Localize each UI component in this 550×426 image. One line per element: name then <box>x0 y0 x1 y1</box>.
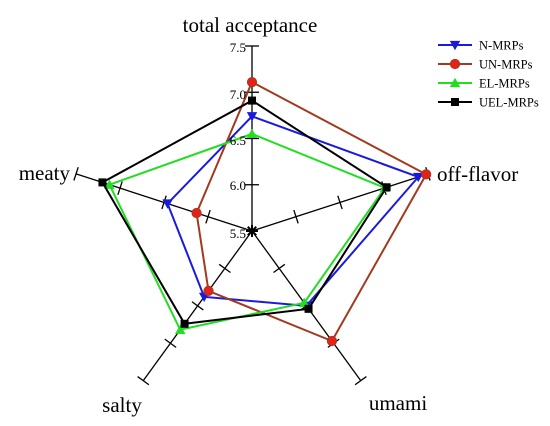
axis-tick-salty-2 <box>191 301 204 311</box>
legend-marker-el-mrps <box>449 77 461 88</box>
tick-label-7-0: 7.0 <box>230 87 246 102</box>
tick-label-6-5: 6.5 <box>230 133 246 148</box>
point-uel-mrps-salty <box>180 319 189 328</box>
axis-label-meaty: meaty <box>19 161 71 185</box>
series-un-mrps <box>191 76 432 347</box>
point-un-mrps-total-acceptance <box>246 76 258 88</box>
axis-tick-meaty-3 <box>117 181 123 195</box>
point-n-mrps-meaty <box>162 199 173 209</box>
tick-label-6-0: 6.0 <box>230 178 246 193</box>
point-el-mrps-umami <box>298 297 310 308</box>
axis-tick-off-flavor-1 <box>293 209 299 224</box>
series-n-mrps <box>162 112 424 312</box>
point-uel-mrps-meaty <box>98 178 107 187</box>
legend-label-uel-mrps: UEL-MRPs <box>479 96 539 110</box>
legend-label-un-mrps: UN-MRPs <box>479 58 533 72</box>
axis-tick-meaty-1 <box>205 209 211 224</box>
series-line-un-mrps <box>195 80 428 343</box>
point-uel-mrps-umami <box>304 304 313 313</box>
point-un-mrps-salty <box>203 285 214 296</box>
axis-label-umami: umami <box>369 391 427 415</box>
legend-item-un-mrps: UN-MRPs <box>438 58 533 72</box>
point-n-mrps-off-flavor <box>413 172 424 183</box>
radar-labels: total acceptance off-flavor umami salty … <box>19 13 519 417</box>
series-line-uel-mrps <box>101 99 388 325</box>
axis-label-total-acceptance: total acceptance <box>183 13 318 37</box>
legend-label-el-mrps: EL-MRPs <box>479 77 530 91</box>
point-n-mrps-total-acceptance <box>246 112 258 122</box>
point-el-mrps-total-acceptance <box>246 128 258 139</box>
axis-tick-salty-1 <box>218 263 231 274</box>
center-marker-stroke <box>247 226 257 236</box>
point-un-mrps-umami <box>326 335 338 347</box>
radar-series <box>98 76 432 347</box>
axis-tick-meaty-4 <box>73 166 79 181</box>
axis-tick-umami-4 <box>354 376 367 386</box>
axis-tick-umami-1 <box>273 263 286 274</box>
legend-item-el-mrps: EL-MRPs <box>438 77 530 91</box>
legend-label-n-mrps: N-MRPs <box>479 39 524 53</box>
tick-label-5-5: 5.5 <box>230 226 246 241</box>
axis-tick-off-flavor-2 <box>337 195 343 210</box>
axis-tick-salty-4 <box>137 376 150 386</box>
axis-tick-salty-3 <box>164 338 177 348</box>
tick-label-7-5: 7.5 <box>230 40 246 55</box>
legend-item-n-mrps: N-MRPs <box>438 39 524 53</box>
point-el-mrps-meaty <box>104 179 115 189</box>
legend-marker-uel-mrps <box>451 98 459 106</box>
axis-label-off-flavor: off-flavor <box>437 162 518 186</box>
axis-label-salty: salty <box>102 393 142 417</box>
legend: N-MRPs UN-MRPs EL-MRPs UEL-MRPs <box>438 39 539 110</box>
point-un-mrps-meaty <box>191 207 202 219</box>
point-el-mrps-salty <box>175 324 186 334</box>
legend-item-uel-mrps: UEL-MRPs <box>438 96 539 110</box>
series-uel-mrps <box>98 96 391 328</box>
center-marker <box>246 225 258 237</box>
point-un-mrps-off-flavor <box>421 169 432 180</box>
legend-marker-un-mrps <box>449 58 461 70</box>
point-uel-mrps-off-flavor <box>382 183 391 192</box>
series-line-n-mrps <box>166 115 420 307</box>
legend-marker-n-mrps <box>449 40 461 51</box>
point-uel-mrps-total-acceptance <box>248 96 256 105</box>
